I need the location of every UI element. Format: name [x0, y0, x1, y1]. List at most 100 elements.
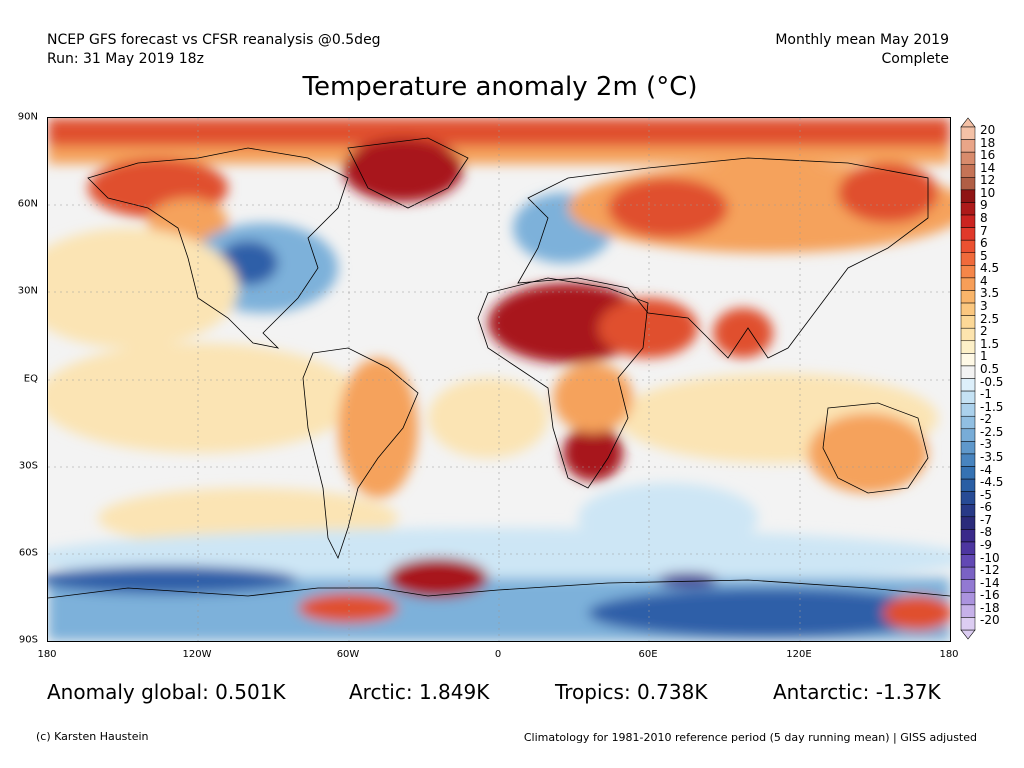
russia-warm — [608, 178, 728, 238]
colorbar-swatch — [960, 277, 976, 291]
colorbar-label: -1.5 — [980, 399, 1004, 414]
colorbar-swatch — [960, 604, 976, 618]
lon-label-120e: 120E — [786, 649, 812, 660]
colorbar-swatch — [960, 315, 976, 329]
lon-label-180-east: 180 — [939, 649, 959, 660]
lat-label-90n: 90N — [17, 111, 38, 123]
colorbar-label: 2.5 — [980, 311, 1000, 326]
colorbar-swatch — [960, 579, 976, 593]
colorbar-swatch — [960, 227, 976, 241]
colorbar-label: -18 — [980, 600, 1000, 615]
colorbar-swatch — [960, 453, 976, 467]
climatology-note: Climatology for 1981-2010 reference peri… — [523, 731, 977, 744]
colorbar-swatch — [960, 177, 976, 191]
anomaly-shading — [48, 118, 950, 641]
status-label: Complete — [881, 51, 949, 67]
lon-label-180-west: 180 — [37, 649, 57, 660]
colorbar-label: 3 — [980, 299, 988, 314]
colorbar-max-arrow — [960, 117, 976, 128]
colorbar-swatch — [960, 151, 976, 165]
colorbar-swatch — [960, 466, 976, 480]
colorbar-swatch — [960, 529, 976, 543]
colorbar-label: -10 — [980, 550, 1000, 565]
colorbar-label: 1 — [980, 349, 988, 364]
colorbar-label: 16 — [980, 148, 996, 163]
colorbar-min-arrow — [960, 629, 976, 640]
coastlines — [48, 137, 950, 599]
colorbar-label: -5 — [980, 487, 992, 502]
lat-label-90s: 90S — [18, 634, 38, 646]
colorbar-swatch — [960, 415, 976, 430]
lon-label-60w: 60W — [336, 649, 360, 660]
ross-sea-cold — [48, 566, 298, 594]
gridlines — [48, 118, 950, 641]
colorbar-label: 12 — [980, 173, 996, 188]
australia-outline — [822, 402, 929, 494]
colorbar-swatch — [960, 189, 976, 203]
colorbar-swatch — [960, 378, 976, 392]
colorbar-swatch — [960, 554, 976, 568]
credit: (c) Karsten Haustein — [36, 730, 149, 743]
north-america-outline — [87, 147, 349, 349]
east-antarctic-core — [658, 573, 718, 587]
colorbar-label: -9 — [980, 537, 992, 552]
eurasia-outline — [517, 157, 929, 359]
lon-label-0: 0 — [494, 649, 502, 660]
colorbar-swatch — [960, 164, 976, 178]
middle-east-warm — [598, 298, 698, 358]
colorbar-swatch — [960, 139, 976, 153]
stat-arctic: Arctic: 1.849K — [349, 680, 490, 704]
se-asia-warm — [713, 308, 773, 358]
colorbar-label: 6 — [980, 236, 988, 251]
colorbar-swatch — [960, 504, 976, 518]
stat-antarctic: Antarctic: -1.37K — [773, 680, 941, 704]
anomaly-stats: Anomaly global: 0.501K Arctic: 1.849K Tr… — [0, 680, 1024, 706]
colorbar-label: 5 — [980, 248, 988, 263]
colorbar-label: 14 — [980, 160, 996, 175]
colorbar — [960, 117, 976, 640]
anomaly-field — [48, 118, 950, 641]
south-america-warm — [338, 358, 418, 498]
lat-label-60s: 60S — [18, 547, 38, 559]
colorbar-swatch — [960, 252, 976, 266]
colorbar-label: -0.5 — [980, 374, 1004, 389]
colorbar-label: -12 — [980, 563, 1000, 578]
tropical-pacific-warm — [48, 343, 358, 453]
lat-label-60n: 60N — [17, 198, 38, 210]
colorbar-swatch — [960, 365, 976, 379]
colorbar-label: -3 — [980, 437, 992, 452]
colorbar-label: -3.5 — [980, 449, 1004, 464]
atlantic-warm — [428, 378, 548, 458]
antarctica-outline — [48, 579, 950, 599]
colorbar-label: 2 — [980, 324, 988, 339]
header-right: Monthly mean May 2019 Complete — [775, 31, 949, 69]
model-description: NCEP GFS forecast vs CFSR reanalysis @0.… — [47, 32, 381, 48]
africa-outline — [477, 277, 649, 489]
colorbar-label: -20 — [980, 613, 1000, 628]
colorbar-label: -4.5 — [980, 475, 1004, 490]
north-pacific-warm — [48, 228, 238, 348]
colorbar-swatch — [960, 516, 976, 530]
colorbar-swatch — [960, 592, 976, 606]
header-left: NCEP GFS forecast vs CFSR reanalysis @0.… — [47, 31, 381, 69]
colorbar-label: 4.5 — [980, 261, 1000, 276]
southern-africa-warm — [563, 425, 623, 481]
colorbar-label: -2.5 — [980, 424, 1004, 439]
colorbar-swatch — [960, 353, 976, 367]
colorbar-label: 4 — [980, 273, 988, 288]
stat-tropics: Tropics: 0.738K — [555, 680, 708, 704]
colorbar-swatch — [960, 265, 976, 279]
colorbar-label: 20 — [980, 123, 996, 137]
colorbar-swatch — [960, 478, 976, 492]
colorbar-label: 0.5 — [980, 361, 1000, 376]
australia-warm — [808, 413, 928, 493]
colorbar-label: 10 — [980, 185, 996, 200]
colorbar-swatch — [960, 617, 976, 631]
colorbar-label: 8 — [980, 211, 988, 226]
colorbar-swatch — [960, 491, 976, 505]
lat-label-30n: 30N — [17, 285, 38, 297]
colorbar-label: 18 — [980, 135, 996, 150]
period-label: Monthly mean May 2019 — [775, 32, 949, 48]
colorbar-swatch — [960, 302, 976, 316]
lon-label-120w: 120W — [182, 649, 212, 660]
